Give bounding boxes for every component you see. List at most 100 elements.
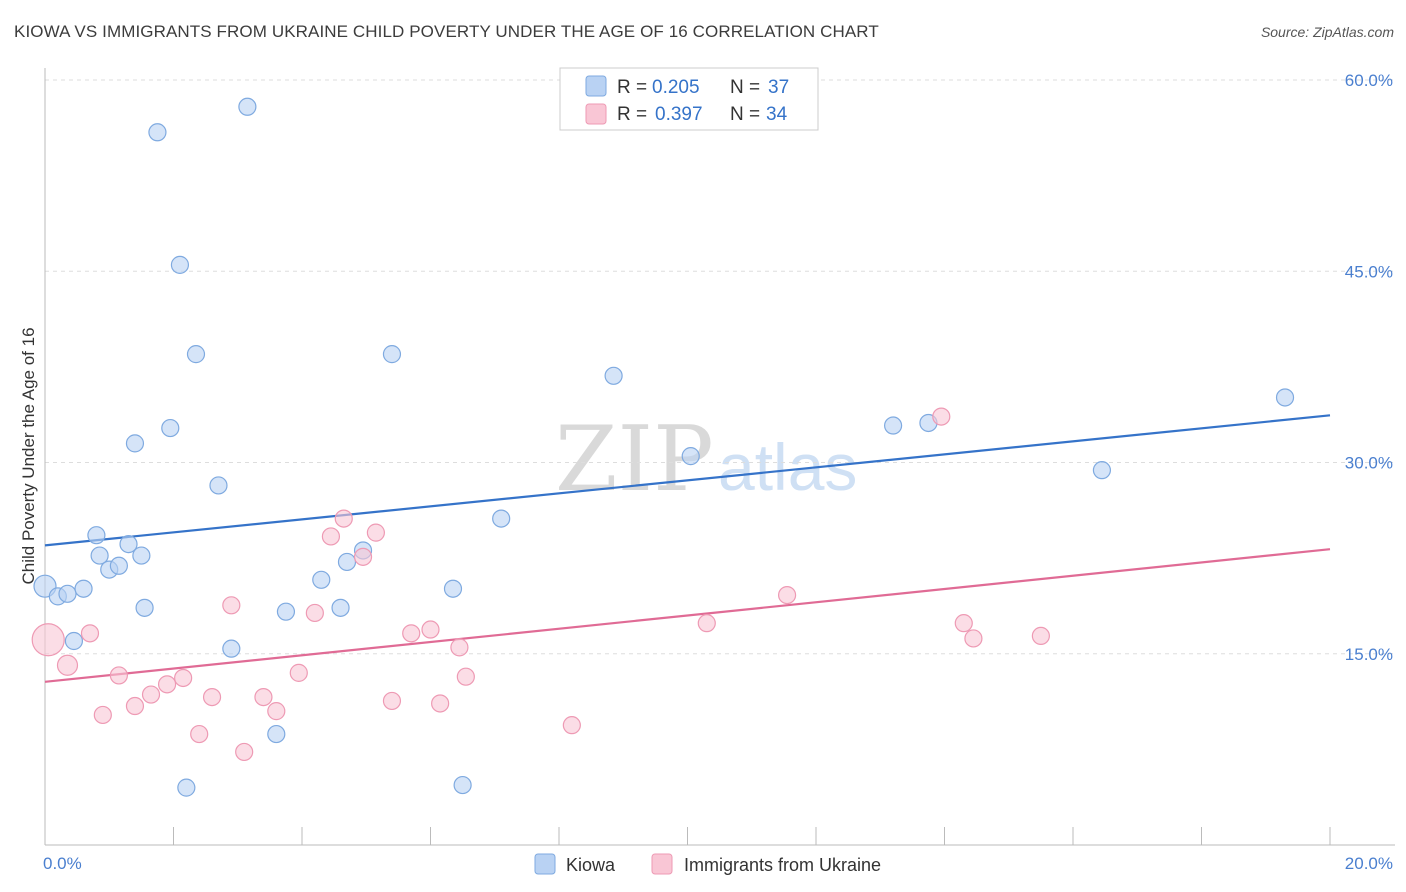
point-kiowa — [492, 509, 511, 528]
legend-swatch-kiowa — [585, 75, 607, 97]
point-ukraine — [954, 614, 973, 633]
point-ukraine — [202, 687, 222, 707]
point-kiowa — [58, 584, 77, 603]
legend-kiowa-r-value: 0.205 — [652, 77, 700, 98]
point-ukraine — [157, 675, 177, 694]
point-ukraine — [964, 629, 983, 648]
point-ukraine — [697, 614, 716, 633]
point-kiowa — [170, 255, 190, 274]
point-kiowa — [276, 602, 296, 621]
point-kiowa — [209, 476, 228, 495]
point-ukraine — [174, 668, 193, 688]
gridlines — [45, 79, 1395, 655]
legend-kiowa-r-label: R = — [617, 77, 647, 98]
point-ukraine — [456, 667, 475, 686]
point-ukraine — [235, 742, 254, 762]
point-ukraine — [109, 666, 128, 685]
y-tick-label: 45.0% — [1345, 262, 1393, 281]
point-kiowa — [1275, 388, 1295, 407]
x-tick-label-min: 0.0% — [43, 854, 82, 873]
point-kiowa — [161, 418, 180, 438]
bottom-legend-ukraine: Immigrants from Ukraine — [684, 855, 881, 875]
regression-line-ukraine — [44, 548, 1331, 683]
point-ukraine — [190, 724, 209, 744]
legend-ukraine-n-label: N = — [730, 104, 760, 125]
point-kiowa — [119, 534, 138, 554]
watermark-atlas: atlas — [718, 430, 857, 504]
y-axis-title: Child Poverty Under the Age of 16 — [19, 327, 38, 584]
point-kiowa — [87, 526, 106, 545]
point-ukraine — [141, 685, 161, 704]
point-ukraine — [1031, 626, 1050, 646]
point-kiowa — [132, 546, 151, 565]
chart-title: KIOWA VS IMMIGRANTS FROM UKRAINE CHILD P… — [14, 22, 879, 41]
regression-line-kiowa — [44, 414, 1331, 547]
legend-swatch-ukraine — [585, 103, 607, 125]
bottom-legend-swatch-kiowa — [534, 853, 556, 875]
bottom-legend-swatch-ukraine — [651, 853, 673, 875]
point-ukraine — [222, 596, 241, 615]
point-ukraine — [254, 687, 273, 707]
point-kiowa — [148, 123, 167, 142]
point-kiowa — [186, 345, 206, 364]
point-ukraine — [382, 691, 402, 711]
point-ukraine — [80, 624, 100, 643]
point-kiowa — [1092, 461, 1112, 480]
legend-kiowa-n-label: N = — [730, 77, 760, 98]
point-kiowa — [238, 97, 257, 116]
point-ukraine — [366, 523, 385, 542]
y-tick-label: 60.0% — [1345, 71, 1393, 90]
axes — [44, 68, 1395, 846]
legend-box: R = 0.205 N = 37 R = 0.397 N = 34 — [559, 67, 819, 131]
legend-ukraine-n-value: 34 — [766, 104, 788, 125]
tick-labels: 15.0% 30.0% 45.0% 60.0% 0.0% 20.0% — [43, 71, 1393, 873]
point-kiowa — [90, 546, 109, 565]
legend-kiowa-n-value: 37 — [768, 77, 789, 98]
bottom-legend: Kiowa Immigrants from Ukraine — [534, 853, 881, 875]
point-kiowa — [681, 447, 700, 466]
point-kiowa — [177, 778, 196, 797]
point-kiowa — [64, 631, 84, 651]
y-tick-label: 30.0% — [1345, 454, 1393, 473]
regression-lines — [44, 414, 1331, 683]
point-ukraine — [421, 620, 440, 639]
bottom-legend-kiowa: Kiowa — [566, 855, 616, 875]
point-ukraine — [777, 585, 797, 605]
point-ukraine — [125, 696, 145, 716]
point-kiowa — [337, 552, 357, 572]
point-kiowa — [222, 639, 241, 658]
scatter-points — [31, 97, 1295, 797]
point-ukraine — [289, 663, 308, 682]
point-ukraine — [56, 654, 79, 676]
point-ukraine — [267, 702, 286, 721]
point-ukraine — [93, 705, 112, 725]
point-ukraine — [562, 716, 581, 735]
source-label: Source: ZipAtlas.com — [1260, 24, 1394, 40]
point-kiowa — [267, 724, 286, 744]
point-kiowa — [135, 598, 154, 617]
point-kiowa — [312, 570, 331, 589]
point-kiowa — [382, 345, 402, 364]
point-kiowa — [443, 579, 463, 598]
legend-ukraine-r-value: 0.397 — [655, 104, 703, 125]
point-ukraine — [31, 623, 65, 657]
point-kiowa — [74, 579, 93, 598]
point-kiowa — [453, 775, 472, 795]
point-ukraine — [321, 527, 341, 546]
point-kiowa — [604, 366, 623, 385]
point-kiowa — [331, 598, 350, 617]
y-tick-label: 15.0% — [1345, 645, 1393, 664]
point-ukraine — [450, 638, 469, 657]
point-ukraine — [353, 547, 373, 566]
legend-ukraine-r-label: R = — [617, 104, 647, 125]
point-kiowa — [125, 434, 145, 453]
point-ukraine — [305, 603, 324, 623]
point-kiowa — [109, 556, 128, 575]
point-kiowa — [883, 416, 903, 435]
point-ukraine — [431, 694, 450, 713]
x-tick-label-max: 20.0% — [1345, 854, 1393, 873]
point-ukraine — [402, 624, 421, 643]
point-ukraine — [932, 407, 951, 426]
point-ukraine — [334, 509, 353, 528]
